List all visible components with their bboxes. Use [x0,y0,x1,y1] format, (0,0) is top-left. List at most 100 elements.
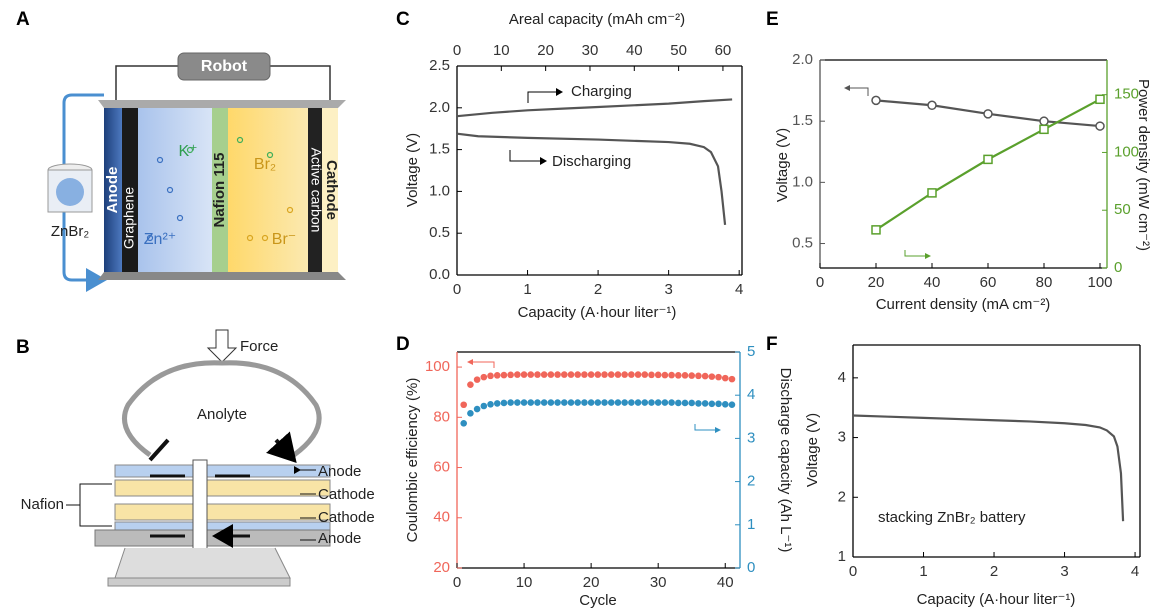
data-point [1039,116,1049,126]
x2-tick-label: 40 [626,42,643,59]
ions [146,136,294,242]
layer-label: Cathode [318,509,375,526]
data-point [480,402,488,410]
data-point [983,154,993,165]
data-point [1095,94,1105,105]
x-axis-title: Current density (mA cm⁻²) [876,296,1051,313]
data-point [514,371,521,378]
x-tick-label: 10 [516,574,533,591]
layer-label: Anode [318,463,361,480]
x-axis-title: Cycle [579,592,617,609]
zn-ion-label: Zn²⁺ [144,231,176,248]
data-point [587,399,595,406]
y2-tick-label: 0 [747,559,755,576]
data-point [621,371,628,378]
data-point [460,401,468,409]
data-point [520,371,528,378]
data-point [668,371,675,379]
y-axis-title: Coulombic efficiency (%) [404,378,421,543]
data-point [695,372,702,380]
x-tick-label: 1 [523,281,531,298]
x2-axis-title: Areal capacity (mAh cm⁻²) [509,11,685,28]
data-point [983,109,993,119]
data-point [701,372,709,380]
data-point [467,381,474,388]
x-tick-label: 2 [990,563,998,580]
panel-label: E [766,9,779,30]
force-arrow [206,329,238,363]
anode-label: Anode [104,167,121,214]
flow-arrow [150,474,250,536]
x2-tick-label: 0 [453,42,461,59]
data-point [547,371,555,378]
series-label: Discharging [552,153,631,170]
y2-axis-title: Discharge capacity (Ah L⁻¹) [777,368,794,553]
center-pipe [192,459,208,553]
y2-axis-title: Power density (mW cm⁻²) [1135,79,1152,251]
data-point [594,371,602,378]
x-tick-label: 4 [1131,563,1139,580]
data-point [688,399,696,407]
flow-arrow [148,440,294,460]
frame [98,100,346,108]
data-point [675,372,682,379]
stand [114,547,291,579]
data-point [708,400,716,408]
axis-pointer [694,424,720,431]
y-axis-title: Voltage (V) [804,413,821,487]
x2-tick-label: 30 [582,42,599,59]
y2-tick-label: 0 [1114,259,1122,276]
y-tick-label: 0.0 [429,266,450,283]
x-tick-label: 4 [735,281,743,298]
base-plate [107,577,291,587]
y-tick-label: 3 [838,429,846,446]
y-tick-label: 0.5 [792,234,813,251]
axis-pointer [845,87,869,96]
data-point [661,371,669,379]
data-point [507,371,514,379]
axis-pointer [467,359,473,365]
y2-tick-label: 1 [747,516,755,533]
data-point [688,372,696,379]
robot-label: Robot [201,58,248,75]
membrane [212,108,228,272]
y2-tick-label: 2 [747,473,755,490]
wire [115,65,331,105]
y-tick-label: 2.5 [429,57,450,74]
data-point [927,100,937,111]
y2-tick-label: 150 [1114,86,1139,103]
x-tick-label: 0 [816,274,824,291]
cathode-label: Cathode [323,160,340,220]
x2-tick-label: 10 [493,42,510,59]
data-point [493,372,501,379]
data-point [554,371,561,378]
cathode-layer [114,503,331,521]
data-point [581,371,588,378]
data-point [581,399,588,406]
data-point [594,399,602,406]
data-point [634,399,642,406]
annotation-arrow [527,88,563,103]
data-point [554,399,561,406]
x2-tick-label: 20 [537,42,554,59]
y-axis-title: Voltage (V) [404,133,421,207]
annotation: stacking ZnBr₂ battery [878,509,1026,526]
y-tick-label: 100 [425,358,450,375]
data-point [540,371,548,378]
data-point [500,399,508,407]
annotation-arrow [509,150,547,165]
panel-label: A [16,9,30,30]
data-point [628,399,635,406]
nafion-bracket [66,483,112,527]
x-tick-label: 40 [717,574,734,591]
data-point [601,399,608,406]
data-point [675,399,682,407]
data-point [607,399,615,406]
y2-tick-label: 3 [747,429,755,446]
data-point [534,399,541,406]
data-point [607,371,615,378]
graphene [122,108,138,272]
x-tick-label: 30 [650,574,667,591]
y-tick-label: 1.5 [429,141,450,158]
